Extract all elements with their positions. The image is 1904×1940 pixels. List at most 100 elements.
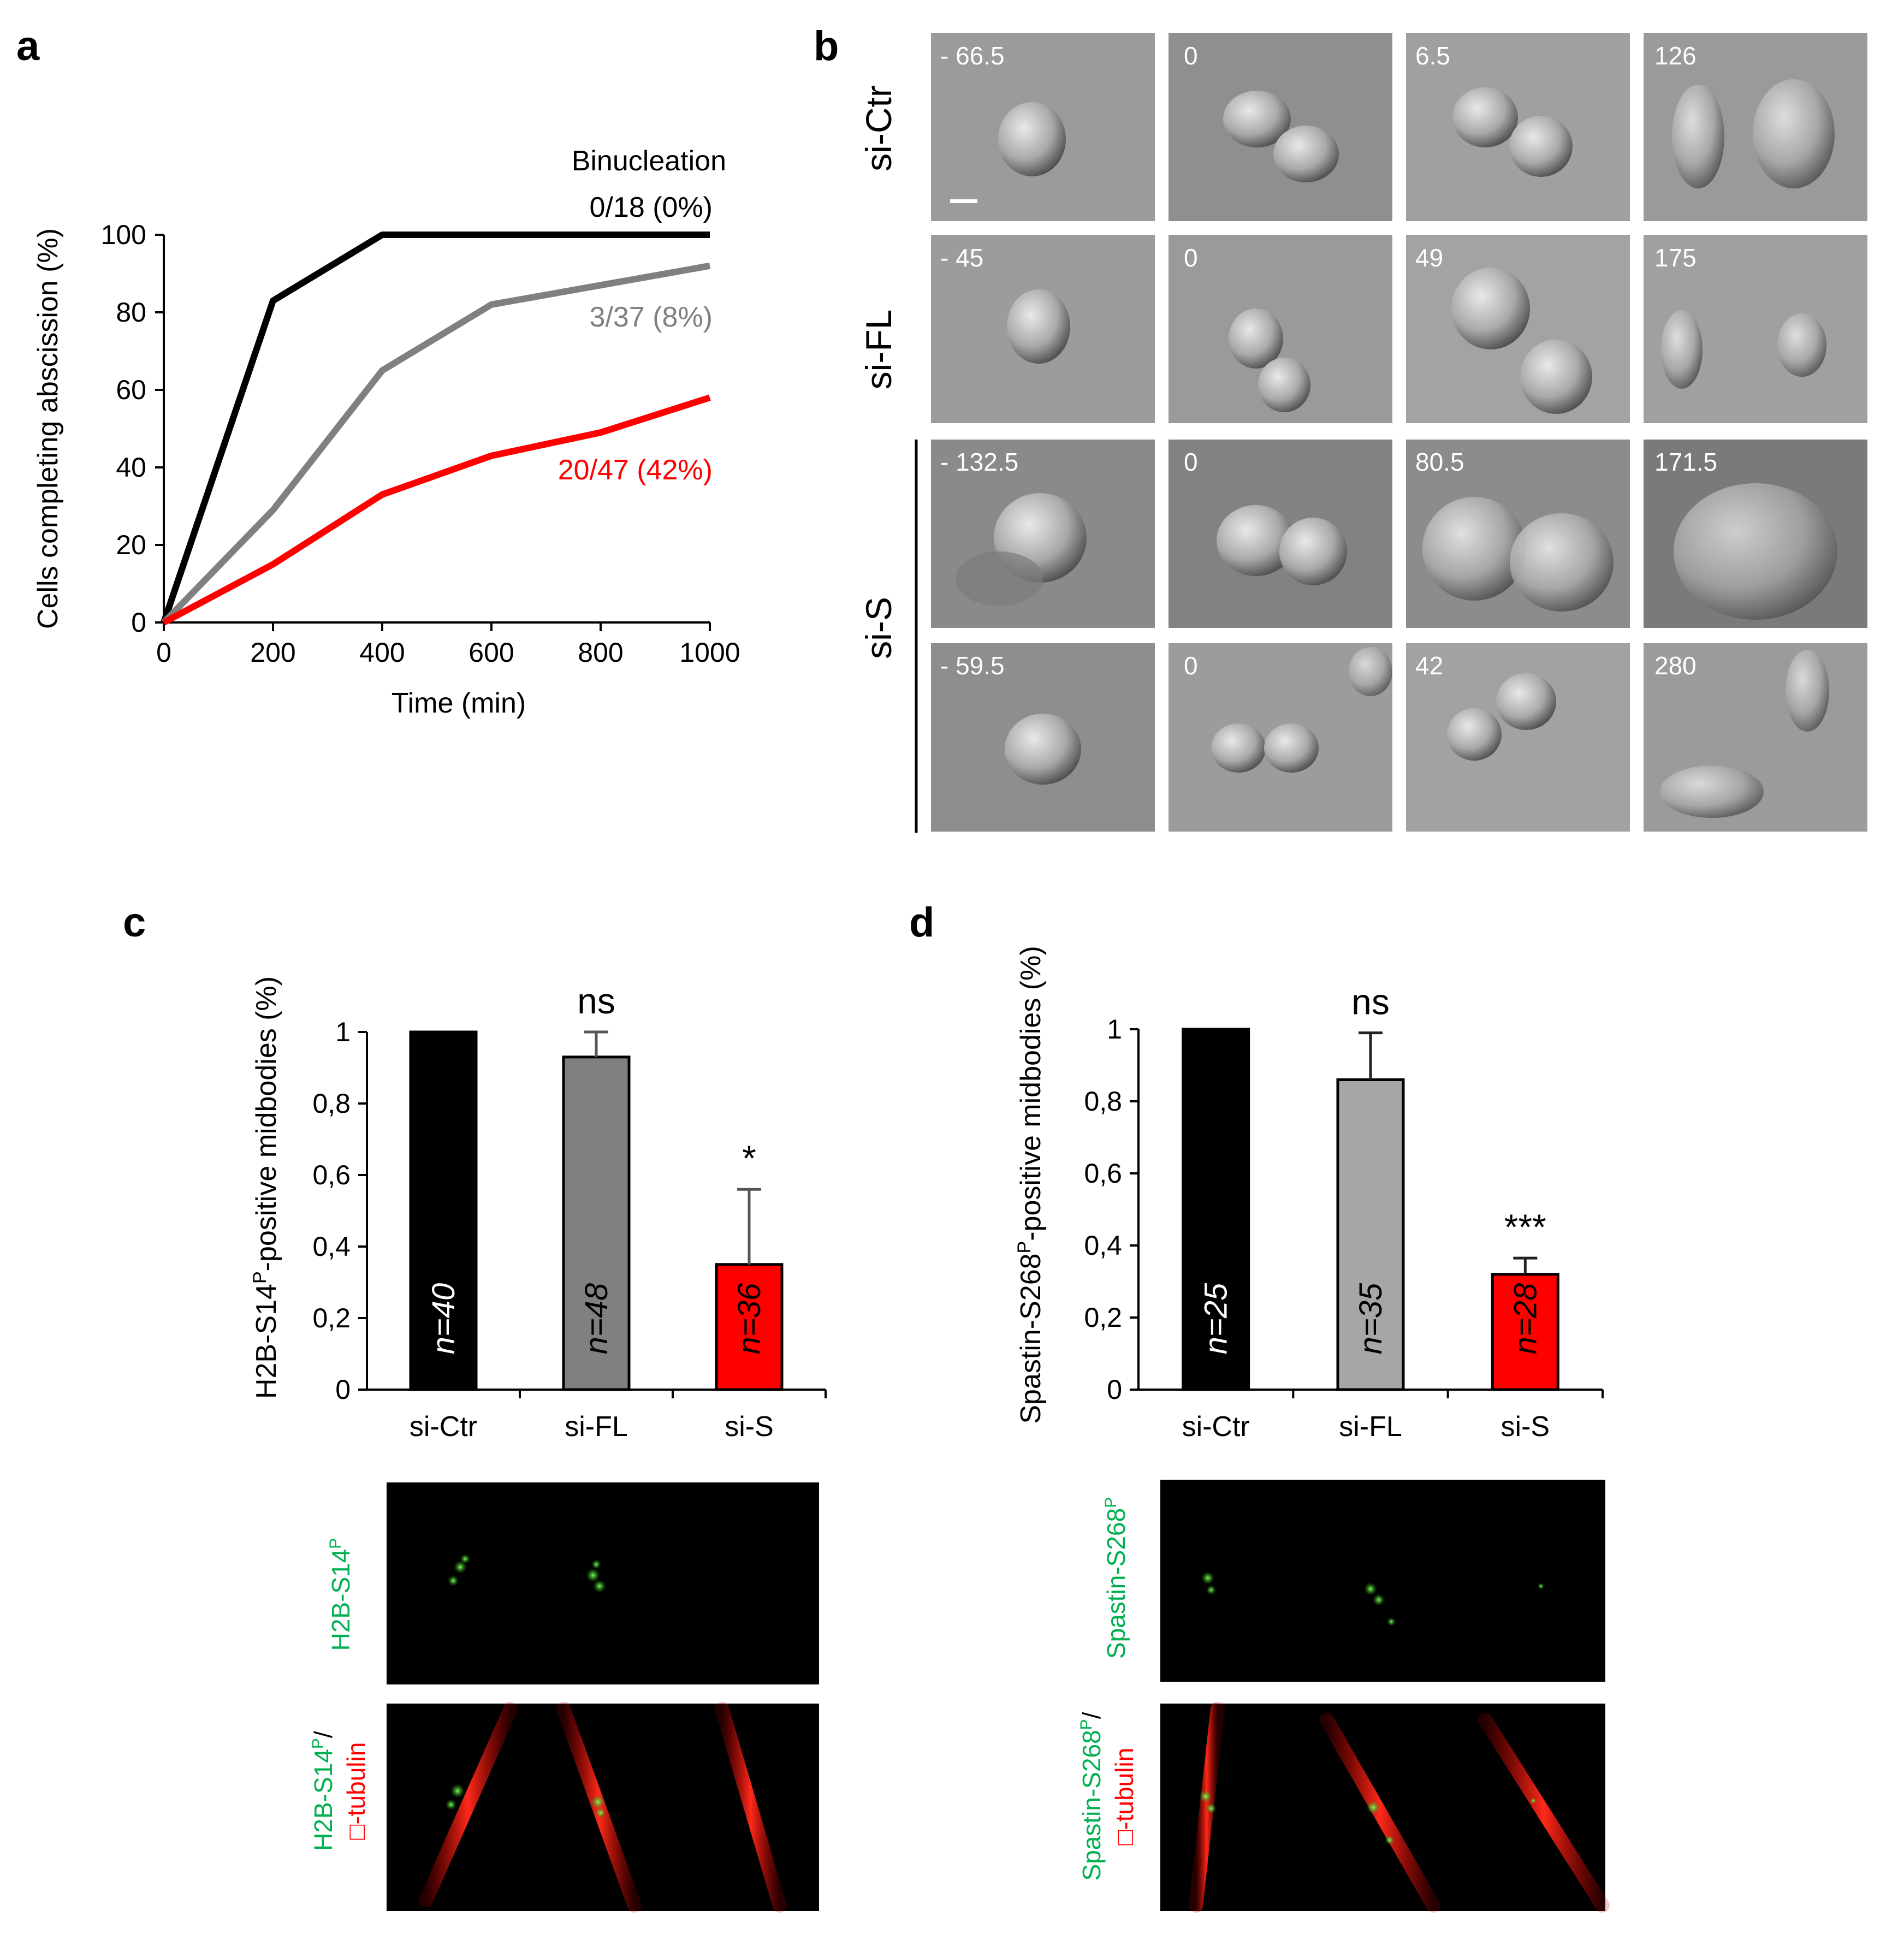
- cell-image: [1510, 513, 1614, 612]
- significance-label: ns: [577, 981, 615, 1021]
- cell-image: [998, 102, 1066, 176]
- x-tick-label: 800: [578, 637, 623, 668]
- timestamp: - 45: [940, 244, 983, 272]
- midbody-signal: [1201, 1571, 1214, 1585]
- y-tick-label: 40: [116, 452, 146, 483]
- timestamp: 0: [1184, 448, 1198, 476]
- panel-letter-a: a: [16, 23, 40, 69]
- fluor-label-spastin: Spastin-S268P: [1102, 1497, 1130, 1659]
- midbody-signal: [448, 1575, 459, 1586]
- x-category-label: si-Ctr: [1182, 1411, 1250, 1443]
- annotation-si-s: 20/47 (42%): [558, 454, 713, 486]
- timestamp: - 59.5: [940, 651, 1005, 680]
- fluor-image-green: [1316, 1480, 1482, 1682]
- cell-image: [1258, 358, 1310, 412]
- y-title-rest: -positive midbodies (%): [251, 976, 282, 1271]
- fluor-images-d: [1160, 1480, 1610, 1913]
- merge-label-green: H2B-S14: [309, 1749, 337, 1851]
- cell-image: [1660, 766, 1764, 818]
- y-title-superscript: P: [250, 1271, 270, 1284]
- n-label: n=48: [579, 1283, 614, 1355]
- fluor-label-h2b: H2B-S14P: [327, 1538, 355, 1651]
- x-tick-label: 400: [359, 637, 405, 668]
- annotation-si-fl: 3/37 (8%): [590, 301, 713, 333]
- fluor-label-main: Spastin-S268: [1102, 1508, 1130, 1659]
- midbody-signal: [586, 1568, 600, 1582]
- fluor-image-green: [1160, 1480, 1327, 1682]
- merge-label-separator: /: [1077, 1712, 1106, 1719]
- midbody-signal: [595, 1807, 606, 1818]
- series-line-si-ctr: [161, 232, 710, 624]
- midbody-signal: [446, 1799, 456, 1810]
- panel-a-y-title: Cells completing abscission (%): [32, 228, 64, 629]
- timestamp: 6.5: [1415, 41, 1450, 70]
- y-tick-label: 0,2: [312, 1303, 351, 1333]
- cell-image: [956, 551, 1043, 606]
- bar-si-s: [1491, 1273, 1559, 1391]
- y-tick-label: 100: [101, 219, 146, 250]
- midbody-signal: [1206, 1803, 1217, 1814]
- merge-label-separator: /: [309, 1731, 337, 1738]
- bar-si-fl: [1336, 1078, 1405, 1391]
- midbody-signal: [1385, 1835, 1395, 1845]
- cell-image: [1273, 126, 1339, 182]
- fluor-image-merge: [1160, 1704, 1327, 1911]
- panel-d: d 0 0,2 0,4 0,6 0,8 1 si-Ctr n=25 ns si-FL n=35 **…: [909, 899, 1610, 1913]
- fluor-image-green: [1472, 1480, 1605, 1682]
- cell-image: [1217, 505, 1295, 576]
- merge-label-superscript: P: [309, 1738, 327, 1749]
- timestamp: - 66.5: [940, 41, 1005, 70]
- merge-label-green: Spastin-S268: [1077, 1730, 1106, 1880]
- midbody-signal: [454, 1561, 467, 1574]
- y-title-main: H2B-S14: [251, 1284, 282, 1399]
- fluor-label-main: H2B-S14: [327, 1549, 355, 1651]
- significance-label: ns: [1351, 982, 1390, 1022]
- midbody-signal: [460, 1554, 470, 1564]
- micrograph-row-si-ctr: - 66.5 0 6.5 126: [931, 33, 1867, 221]
- y-tick-label: 0,6: [312, 1160, 351, 1190]
- panel-letter-c: c: [123, 899, 146, 946]
- fluor-label-superscript: P: [1102, 1497, 1120, 1508]
- timestamp: 280: [1654, 651, 1697, 680]
- panel-c: c 00,20,40,60,81 si-Ctrn=40nssi-FLn=48*s…: [123, 899, 827, 1913]
- binucleation-header: Binucleation: [572, 145, 726, 177]
- y-tick-label: 1: [335, 1017, 351, 1047]
- panel-letter-d: d: [909, 899, 934, 946]
- y-tick-label: 0,4: [1084, 1230, 1122, 1261]
- y-tick-label: 0,8: [312, 1088, 351, 1119]
- n-label: n=40: [426, 1283, 461, 1355]
- y-title-main: Spastin-S268: [1015, 1253, 1047, 1423]
- x-category-label: si-FL: [1339, 1411, 1402, 1443]
- cell-image: [1520, 340, 1592, 414]
- micrograph-row-si-fl: - 45 0 49 175: [931, 235, 1867, 423]
- scale-bar: [950, 199, 977, 203]
- cell-image: [1509, 116, 1573, 177]
- y-tick-label: 1: [1107, 1014, 1122, 1045]
- x-tick-label: 600: [468, 637, 514, 668]
- tubulin-bundle: [1478, 1713, 1610, 1913]
- cell-image: [1422, 497, 1526, 601]
- midbody-signal: [593, 1580, 606, 1593]
- y-tick-label: 80: [116, 297, 146, 328]
- cell-image: [1447, 708, 1502, 761]
- cell-image: [1211, 723, 1266, 773]
- timestamp: 171.5: [1654, 448, 1717, 476]
- fluor-image-green: [538, 1482, 699, 1684]
- significance-label: *: [742, 1138, 756, 1178]
- x-category-label: si-Ctr: [410, 1411, 477, 1443]
- bar-si-fl: [562, 1055, 631, 1391]
- midbody-signal: [1364, 1582, 1377, 1595]
- n-label: n=36: [732, 1283, 767, 1354]
- n-label: n=35: [1353, 1283, 1389, 1354]
- cell-image: [1786, 650, 1829, 732]
- x-tick-label: 200: [250, 637, 295, 668]
- series-line-si-s: [162, 394, 711, 626]
- y-tick-label: 0,6: [1084, 1158, 1122, 1189]
- fluor-image-green: [691, 1482, 819, 1684]
- fluor-label-merge-line1: Spastin-S268P/: [1077, 1712, 1106, 1880]
- bar-si-ctr: [409, 1030, 478, 1391]
- cell-image: [1672, 85, 1724, 188]
- timestamp: 80.5: [1415, 448, 1464, 476]
- panel-a-x-title: Time (min): [392, 687, 526, 719]
